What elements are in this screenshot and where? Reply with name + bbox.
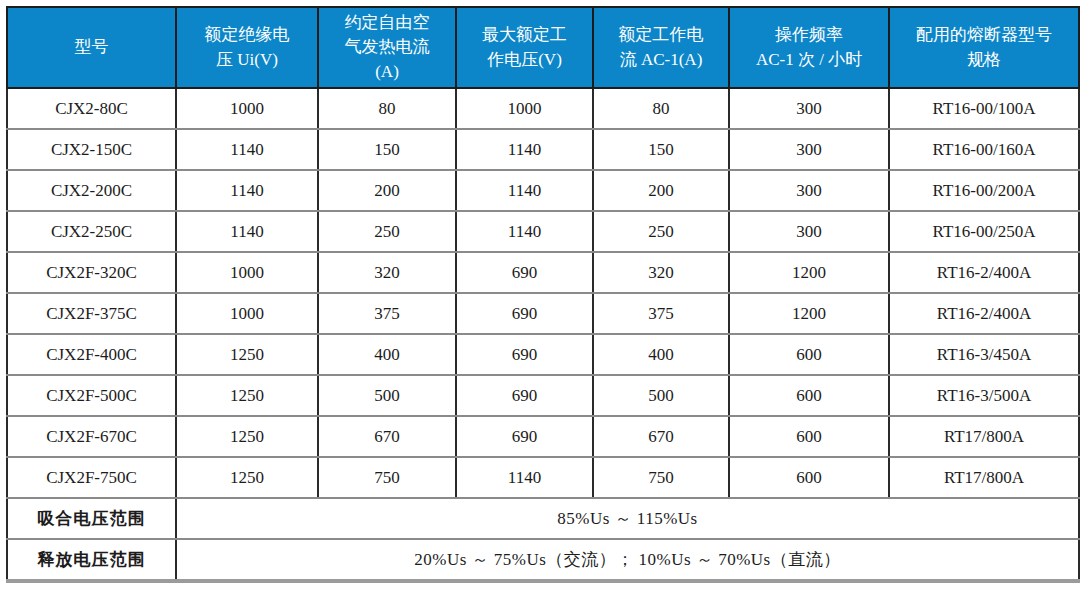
value-cell: 1200 bbox=[729, 252, 889, 293]
table-row: CJX2F-375C10003756903751200RT16-2/400A bbox=[7, 293, 1079, 334]
model-cell: CJX2-200C bbox=[7, 170, 176, 211]
value-cell: 1000 bbox=[456, 88, 593, 129]
value-cell: 1140 bbox=[176, 129, 318, 170]
value-cell: 750 bbox=[593, 457, 729, 498]
model-cell: CJX2-150C bbox=[7, 129, 176, 170]
value-cell: 300 bbox=[729, 88, 889, 129]
value-cell: 80 bbox=[318, 88, 456, 129]
model-cell: CJX2-250C bbox=[7, 211, 176, 252]
table-row: CJX2-250C11402501140250300RT16-00/250A bbox=[7, 211, 1079, 252]
value-cell: 1140 bbox=[456, 457, 593, 498]
value-cell: 300 bbox=[729, 170, 889, 211]
model-cell: CJX2F-500C bbox=[7, 375, 176, 416]
contactor-spec-table: 型号 额定绝缘电 压 Ui(V) 约定自由空 气发热电流 (A) 最大额定工 作… bbox=[6, 6, 1080, 583]
table-row-release-voltage-range: 释放电压范围 20%Us ～ 75%Us（交流）； 10%Us ～ 70%Us（… bbox=[7, 539, 1079, 581]
value-cell: RT16-00/160A bbox=[889, 129, 1079, 170]
row-value: 20%Us ～ 75%Us（交流）； 10%Us ～ 70%Us（直流） bbox=[176, 539, 1079, 581]
table-row: CJX2-150C11401501140150300RT16-00/160A bbox=[7, 129, 1079, 170]
table-footer: 吸合电压范围 85%Us ～ 115%Us 释放电压范围 20%Us ～ 75%… bbox=[7, 498, 1079, 581]
row-value: 85%Us ～ 115%Us bbox=[176, 498, 1079, 539]
column-header-fuse-model: 配用的熔断器型号 规格 bbox=[889, 7, 1079, 88]
header-row: 型号 额定绝缘电 压 Ui(V) 约定自由空 气发热电流 (A) 最大额定工 作… bbox=[7, 7, 1079, 88]
table-row: CJX2F-670C1250670690670600RT17/800A bbox=[7, 416, 1079, 457]
value-cell: 690 bbox=[456, 334, 593, 375]
value-cell: 1250 bbox=[176, 416, 318, 457]
value-cell: 320 bbox=[593, 252, 729, 293]
value-cell: RT16-00/250A bbox=[889, 211, 1079, 252]
table-header: 型号 额定绝缘电 压 Ui(V) 约定自由空 气发热电流 (A) 最大额定工 作… bbox=[7, 7, 1079, 88]
column-header-model: 型号 bbox=[7, 7, 176, 88]
value-cell: RT16-3/500A bbox=[889, 375, 1079, 416]
table-row: CJX2-200C11402001140200300RT16-00/200A bbox=[7, 170, 1079, 211]
value-cell: 600 bbox=[729, 375, 889, 416]
value-cell: 150 bbox=[593, 129, 729, 170]
value-cell: 250 bbox=[318, 211, 456, 252]
table-row: CJX2F-400C1250400690400600RT16-3/450A bbox=[7, 334, 1079, 375]
table-row: CJX2F-320C10003206903201200RT16-2/400A bbox=[7, 252, 1079, 293]
value-cell: 600 bbox=[729, 457, 889, 498]
value-cell: RT16-00/200A bbox=[889, 170, 1079, 211]
value-cell: 1140 bbox=[456, 129, 593, 170]
value-cell: 690 bbox=[456, 293, 593, 334]
value-cell: 400 bbox=[318, 334, 456, 375]
value-cell: 250 bbox=[593, 211, 729, 252]
model-cell: CJX2F-320C bbox=[7, 252, 176, 293]
value-cell: 300 bbox=[729, 211, 889, 252]
column-header-operating-frequency: 操作频率 AC-1 次 / 小时 bbox=[729, 7, 889, 88]
table-row: CJX2F-500C1250500690500600RT16-3/500A bbox=[7, 375, 1079, 416]
value-cell: 670 bbox=[318, 416, 456, 457]
value-cell: RT16-2/400A bbox=[889, 252, 1079, 293]
value-cell: 1000 bbox=[176, 293, 318, 334]
value-cell: 300 bbox=[729, 129, 889, 170]
model-cell: CJX2F-670C bbox=[7, 416, 176, 457]
value-cell: 1140 bbox=[176, 211, 318, 252]
value-cell: 1250 bbox=[176, 334, 318, 375]
value-cell: RT17/800A bbox=[889, 457, 1079, 498]
value-cell: 400 bbox=[593, 334, 729, 375]
value-cell: 200 bbox=[593, 170, 729, 211]
model-cell: CJX2-80C bbox=[7, 88, 176, 129]
value-cell: 320 bbox=[318, 252, 456, 293]
model-cell: CJX2F-400C bbox=[7, 334, 176, 375]
value-cell: 200 bbox=[318, 170, 456, 211]
value-cell: 690 bbox=[456, 252, 593, 293]
value-cell: 690 bbox=[456, 375, 593, 416]
value-cell: 1140 bbox=[456, 170, 593, 211]
table-body: CJX2-80C100080100080300RT16-00/100ACJX2-… bbox=[7, 88, 1079, 498]
table-row: CJX2-80C100080100080300RT16-00/100A bbox=[7, 88, 1079, 129]
column-header-rated-operating-current: 额定工作电 流 AC-1(A) bbox=[593, 7, 729, 88]
value-cell: 1250 bbox=[176, 457, 318, 498]
value-cell: 500 bbox=[318, 375, 456, 416]
value-cell: 690 bbox=[456, 416, 593, 457]
value-cell: 80 bbox=[593, 88, 729, 129]
value-cell: 1000 bbox=[176, 88, 318, 129]
column-header-rated-insulation-voltage: 额定绝缘电 压 Ui(V) bbox=[176, 7, 318, 88]
value-cell: RT17/800A bbox=[889, 416, 1079, 457]
value-cell: RT16-3/450A bbox=[889, 334, 1079, 375]
model-cell: CJX2F-375C bbox=[7, 293, 176, 334]
value-cell: 600 bbox=[729, 416, 889, 457]
value-cell: 1000 bbox=[176, 252, 318, 293]
table-row-pickup-voltage-range: 吸合电压范围 85%Us ～ 115%Us bbox=[7, 498, 1079, 539]
model-cell: CJX2F-750C bbox=[7, 457, 176, 498]
value-cell: 670 bbox=[593, 416, 729, 457]
value-cell: 150 bbox=[318, 129, 456, 170]
row-label: 释放电压范围 bbox=[7, 539, 176, 581]
value-cell: 1140 bbox=[176, 170, 318, 211]
value-cell: 750 bbox=[318, 457, 456, 498]
column-header-max-rated-operating-voltage: 最大额定工 作电压(V) bbox=[456, 7, 593, 88]
value-cell: 1250 bbox=[176, 375, 318, 416]
value-cell: 1140 bbox=[456, 211, 593, 252]
value-cell: RT16-00/100A bbox=[889, 88, 1079, 129]
value-cell: 375 bbox=[593, 293, 729, 334]
value-cell: 375 bbox=[318, 293, 456, 334]
value-cell: 600 bbox=[729, 334, 889, 375]
value-cell: RT16-2/400A bbox=[889, 293, 1079, 334]
value-cell: 1200 bbox=[729, 293, 889, 334]
value-cell: 500 bbox=[593, 375, 729, 416]
table-row: CJX2F-750C12507501140750600RT17/800A bbox=[7, 457, 1079, 498]
row-label: 吸合电压范围 bbox=[7, 498, 176, 539]
column-header-conventional-free-air-thermal-current: 约定自由空 气发热电流 (A) bbox=[318, 7, 456, 88]
